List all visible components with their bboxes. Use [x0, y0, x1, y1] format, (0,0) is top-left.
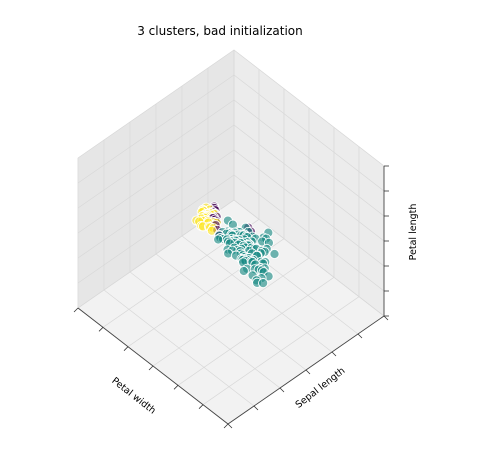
x-tick [148, 365, 154, 371]
wall-grid-line [233, 49, 385, 167]
floor-grid-line [233, 199, 385, 317]
data-point [238, 265, 249, 277]
wall-grid-line [77, 49, 235, 159]
x-tick [173, 385, 179, 390]
x-axis-label: Petal width [109, 375, 157, 416]
x-tick [198, 404, 204, 409]
data-point [258, 278, 269, 289]
x-tick [73, 307, 79, 313]
y-tick [383, 315, 389, 321]
x-tick [223, 423, 229, 429]
y-tick [305, 369, 311, 375]
data-points [191, 201, 280, 289]
y-tick [279, 387, 285, 393]
chart-title: 3 clusters, bad initialization [137, 24, 303, 38]
tick-marks [73, 165, 389, 429]
y-tick [357, 333, 363, 339]
y-tick [331, 351, 337, 357]
y-tick [253, 405, 259, 411]
data-point [269, 248, 280, 260]
x-tick [123, 346, 129, 351]
wall-grid-line [233, 74, 385, 192]
data-point [213, 234, 224, 245]
x-tick [98, 327, 104, 332]
z-axis-label: Petal length [408, 204, 419, 261]
wall-grid-line [77, 74, 235, 184]
y-tick [227, 423, 233, 429]
